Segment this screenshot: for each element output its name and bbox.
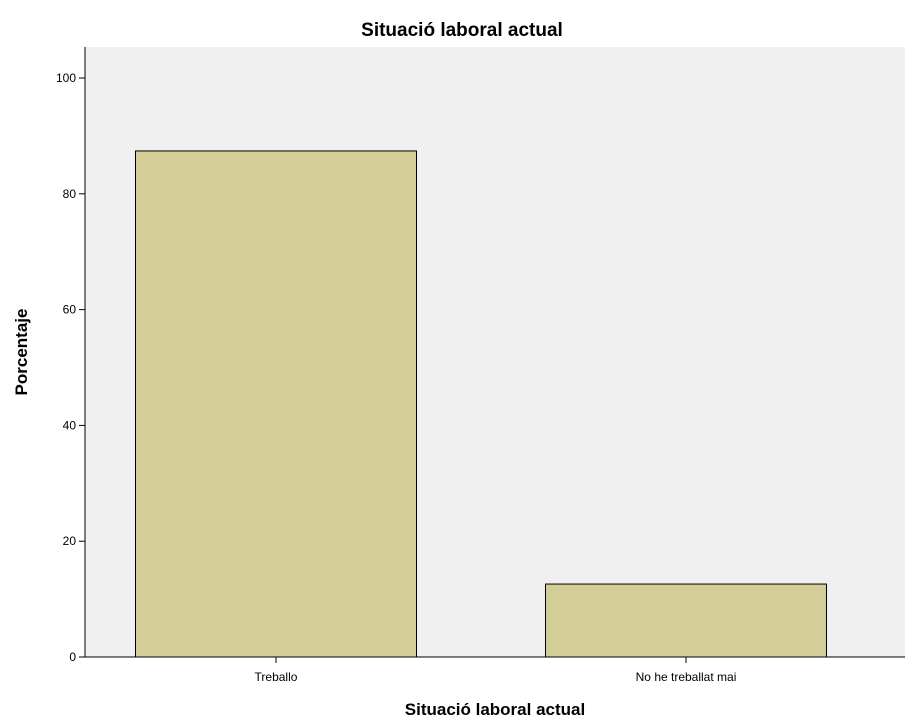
y-tick-label-80: 80 [63, 187, 77, 201]
y-tick-label-0: 0 [69, 650, 76, 664]
x-tick-label-0: Treballo [255, 670, 298, 684]
y-axis: 0 20 40 60 80 100 [56, 47, 86, 664]
x-axis-title: Situació laboral actual [405, 700, 585, 719]
x-axis: Treballo No he treballat mai [85, 656, 905, 684]
y-tick-label-40: 40 [63, 418, 77, 432]
y-tick-label-60: 60 [63, 303, 77, 317]
y-tick-label-20: 20 [63, 534, 77, 548]
y-tick-label-100: 100 [56, 71, 76, 85]
x-tick-label-1: No he treballat mai [636, 670, 737, 684]
bars-group [135, 150, 827, 658]
bar-1 [545, 583, 827, 658]
bar-0 [135, 150, 417, 658]
chart-title: Situació laboral actual [361, 20, 563, 41]
y-axis-title: Porcentaje [12, 309, 31, 396]
